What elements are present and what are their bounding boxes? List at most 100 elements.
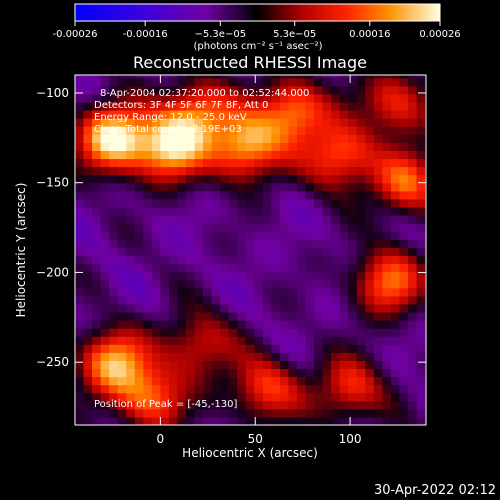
heatmap-cell (237, 408, 247, 418)
heatmap-cell (322, 75, 332, 79)
heatmap-cell (305, 287, 315, 297)
heatmap-cell (254, 239, 264, 248)
heatmap-cell (83, 392, 93, 402)
heatmap-cell (416, 190, 426, 200)
heatmap-cell (134, 215, 144, 224)
heatmap-cell (177, 295, 187, 305)
heatmap-cell (390, 85, 401, 95)
heatmap-cell (390, 311, 401, 321)
heatmap-cell (279, 344, 290, 353)
heatmap-cell (365, 198, 375, 208)
heatmap-cell (390, 287, 401, 297)
heatmap-cell (314, 110, 324, 119)
heatmap-cell (220, 101, 230, 111)
heatmap-cell (399, 392, 409, 402)
heatmap-cell (314, 158, 324, 168)
heatmap-cell (339, 158, 349, 168)
heatmap-cell (83, 231, 93, 240)
heatmap-cell (177, 118, 187, 127)
heatmap-cell (109, 166, 119, 176)
heatmap-cell (365, 166, 375, 176)
heatmap-cell (331, 408, 341, 418)
heatmap-cell (245, 239, 255, 248)
heatmap-cell (314, 134, 324, 143)
heatmap-cell (245, 206, 255, 216)
heatmap-cell (407, 287, 418, 297)
heatmap-cell (211, 360, 221, 370)
heatmap-cell (75, 311, 85, 321)
heatmap-cell (288, 247, 298, 256)
heatmap-cell (262, 190, 272, 200)
heatmap-cell (348, 101, 358, 111)
heatmap-cell (262, 166, 272, 176)
heatmap-cell (177, 384, 187, 394)
heatmap-cell (314, 311, 324, 321)
heatmap-cell (331, 320, 341, 329)
heatmap-cell (271, 255, 281, 265)
heatmap-cell (134, 360, 144, 370)
heatmap-cell (100, 416, 110, 425)
heatmap-cell (279, 392, 290, 402)
heatmap-cell (126, 142, 136, 151)
heatmap-cell (134, 190, 144, 200)
heatmap-cell (296, 368, 307, 378)
heatmap-cell (322, 134, 332, 143)
heatmap-cell (356, 360, 366, 370)
heatmap-cell (288, 198, 298, 208)
heatmap-cell (177, 376, 187, 386)
heatmap-cell (271, 392, 281, 402)
heatmap-cell (416, 142, 426, 151)
heatmap-cell (271, 231, 281, 240)
heatmap-cell (151, 360, 161, 370)
heatmap-cell (288, 174, 298, 184)
heatmap-cell (399, 134, 409, 143)
heatmap-cell (177, 158, 187, 168)
heatmap-cell (271, 158, 281, 168)
heatmap-cell (168, 215, 179, 224)
heatmap-cell (185, 336, 196, 345)
heatmap-cell (126, 360, 136, 370)
heatmap-cell (314, 231, 324, 240)
heatmap-cell (151, 408, 161, 418)
heatmap-cell (348, 190, 358, 200)
heatmap-cell (305, 303, 315, 313)
heatmap-cell (203, 215, 213, 224)
heatmap-cell (220, 336, 230, 345)
heatmap-cell (185, 255, 196, 265)
heatmap-cell (237, 352, 247, 361)
heatmap-cell (92, 206, 102, 216)
heatmap-cell (228, 336, 238, 345)
heatmap-cell (100, 118, 110, 127)
heatmap-cell (339, 320, 349, 329)
heatmap-cell (160, 352, 170, 361)
heatmap-cell (203, 303, 213, 313)
heatmap-cell (339, 215, 349, 224)
heatmap-cell (331, 263, 341, 273)
heatmap-cell (75, 352, 85, 361)
heatmap-cell (305, 279, 315, 289)
heatmap-cell (373, 190, 383, 200)
heatmap-cell (83, 75, 93, 79)
heatmap-cell (117, 344, 127, 353)
heatmap-cell (194, 174, 204, 184)
heatmap-cell (228, 279, 238, 289)
heatmap-cell (322, 231, 332, 240)
heatmap-cell (117, 93, 127, 103)
heatmap-cell (296, 360, 307, 370)
heatmap-cell (322, 142, 332, 151)
heatmap-cell (109, 336, 119, 345)
heatmap-cell (339, 239, 349, 248)
heatmap-cell (194, 360, 204, 370)
heatmap-cell (117, 134, 127, 143)
heatmap-cell (143, 368, 153, 378)
heatmap-cell (322, 295, 332, 305)
heatmap-cell (211, 303, 221, 313)
heatmap-cell (83, 344, 93, 353)
heatmap-cell (126, 352, 136, 361)
heatmap-cell (305, 134, 315, 143)
heatmap-cell (399, 247, 409, 256)
heatmap-cell (117, 77, 127, 87)
heatmap-cell (134, 239, 144, 248)
heatmap-cell (177, 279, 187, 289)
x-axis-label: Heliocentric X (arcsec) (182, 446, 318, 460)
